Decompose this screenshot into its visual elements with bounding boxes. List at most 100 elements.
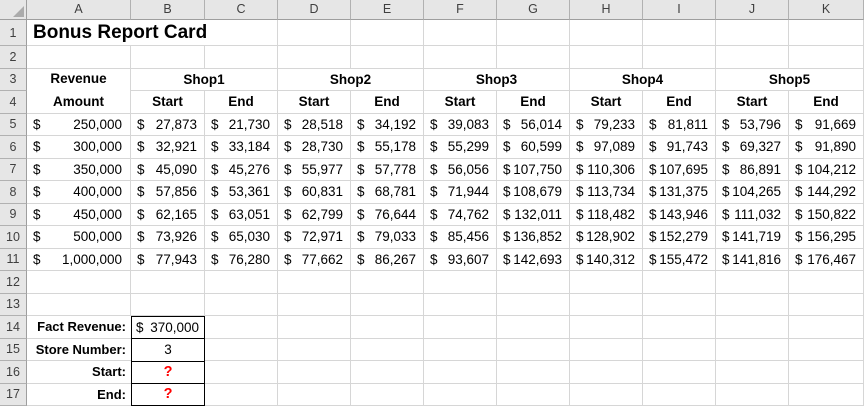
data-cell[interactable]: $53,361 [205,181,278,204]
cell[interactable] [570,20,643,46]
data-cell[interactable]: $76,280 [205,248,278,271]
revenue-amount-header[interactable]: Revenue Amount [27,68,131,114]
row-header-4[interactable]: 4 [0,91,27,114]
cell[interactable] [351,383,424,406]
data-cell[interactable]: $108,679 [497,181,570,204]
cell[interactable] [497,361,570,384]
data-cell[interactable]: $143,946 [643,203,716,226]
cell[interactable] [424,338,497,361]
revenue-cell[interactable]: $250,000 [27,113,131,136]
data-cell[interactable]: $39,083 [424,113,497,136]
data-cell[interactable]: $111,032 [716,203,789,226]
column-header-E[interactable]: E [351,0,424,20]
data-cell[interactable]: $76,644 [351,203,424,226]
cell[interactable] [205,46,278,69]
cell[interactable] [643,338,716,361]
data-cell[interactable]: $91,890 [789,136,864,159]
data-cell[interactable]: $97,089 [570,136,643,159]
data-cell[interactable]: $55,977 [278,158,351,181]
data-cell[interactable]: $63,051 [205,203,278,226]
data-cell[interactable]: $79,033 [351,226,424,249]
column-header-J[interactable]: J [716,0,789,20]
cell[interactable] [424,271,497,294]
select-all-button[interactable] [0,0,27,20]
cell[interactable] [789,20,864,46]
cell[interactable] [643,46,716,69]
cell[interactable] [570,383,643,406]
cell[interactable] [716,316,789,339]
data-cell[interactable]: $136,852 [497,226,570,249]
cell[interactable] [789,361,864,384]
row-header-1[interactable]: 1 [0,20,27,46]
cell[interactable] [278,46,351,69]
row-header-3[interactable]: 3 [0,68,27,91]
data-cell[interactable]: $69,327 [716,136,789,159]
subheader-end[interactable]: End [789,91,864,114]
cell[interactable] [351,20,424,46]
data-cell[interactable]: $74,762 [424,203,497,226]
cell[interactable] [789,338,864,361]
cell[interactable] [789,293,864,316]
cell[interactable] [351,271,424,294]
data-cell[interactable]: $28,518 [278,113,351,136]
data-cell[interactable]: $128,902 [570,226,643,249]
row-header-9[interactable]: 9 [0,203,27,226]
cell[interactable] [716,293,789,316]
row-header-8[interactable]: 8 [0,181,27,204]
cell[interactable] [716,338,789,361]
shop-header-shop4[interactable]: Shop4 [570,68,716,91]
subheader-start[interactable]: Start [570,91,643,114]
cell[interactable] [278,361,351,384]
cell[interactable] [570,293,643,316]
summary-value-start[interactable]: ? [132,362,204,384]
data-cell[interactable]: $118,482 [570,203,643,226]
data-cell[interactable]: $34,192 [351,113,424,136]
data-cell[interactable]: $79,233 [570,113,643,136]
data-cell[interactable]: $32,921 [131,136,205,159]
data-cell[interactable]: $71,944 [424,181,497,204]
data-cell[interactable]: $21,730 [205,113,278,136]
cell[interactable] [278,293,351,316]
data-cell[interactable]: $104,265 [716,181,789,204]
cell[interactable] [643,271,716,294]
cell[interactable] [131,46,205,69]
row-header-2[interactable]: 2 [0,46,27,69]
data-cell[interactable]: $91,743 [643,136,716,159]
column-header-K[interactable]: K [789,0,864,20]
data-cell[interactable]: $77,662 [278,248,351,271]
row-header-13[interactable]: 13 [0,293,27,316]
data-cell[interactable]: $110,306 [570,158,643,181]
cell[interactable] [570,316,643,339]
cell[interactable] [205,361,278,384]
column-header-G[interactable]: G [497,0,570,20]
data-cell[interactable]: $142,693 [497,248,570,271]
data-cell[interactable]: $155,472 [643,248,716,271]
data-cell[interactable]: $56,014 [497,113,570,136]
data-cell[interactable]: $104,212 [789,158,864,181]
data-cell[interactable]: $62,799 [278,203,351,226]
data-cell[interactable]: $93,607 [424,248,497,271]
summary-value-store-number[interactable]: 3 [132,339,204,362]
data-cell[interactable]: $65,030 [205,226,278,249]
data-cell[interactable]: $85,456 [424,226,497,249]
revenue-cell[interactable]: $1,000,000 [27,248,131,271]
cell[interactable] [27,271,131,294]
revenue-cell[interactable]: $450,000 [27,203,131,226]
cell[interactable] [497,20,570,46]
summary-label-store-number[interactable]: Store Number: [27,338,131,361]
cell[interactable] [278,316,351,339]
data-cell[interactable]: $62,165 [131,203,205,226]
summary-label-start[interactable]: Start: [27,361,131,384]
cell[interactable] [205,316,278,339]
cell[interactable] [643,383,716,406]
revenue-cell[interactable]: $500,000 [27,226,131,249]
subheader-end[interactable]: End [205,91,278,114]
cell[interactable] [205,20,278,46]
cell[interactable] [424,383,497,406]
cell[interactable] [205,338,278,361]
data-cell[interactable]: $57,778 [351,158,424,181]
data-cell[interactable]: $86,267 [351,248,424,271]
data-cell[interactable]: $53,796 [716,113,789,136]
data-cell[interactable]: $132,011 [497,203,570,226]
data-cell[interactable]: $55,178 [351,136,424,159]
